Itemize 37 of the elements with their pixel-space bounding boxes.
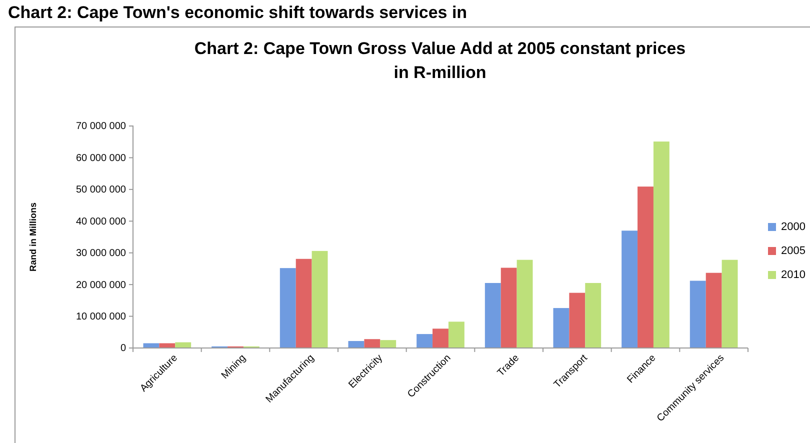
y-tick-label: 40 000 000 bbox=[76, 216, 126, 228]
bar bbox=[380, 340, 396, 348]
bar bbox=[553, 308, 570, 348]
bar bbox=[622, 230, 638, 348]
caption: Chart 2: Cape Town's economic shift towards services in bbox=[8, 3, 468, 22]
bar bbox=[448, 322, 464, 348]
bar bbox=[143, 343, 160, 348]
y-tick-label: 20 000 000 bbox=[76, 280, 126, 291]
bar bbox=[364, 339, 380, 348]
bar bbox=[280, 268, 296, 348]
bar bbox=[296, 258, 312, 348]
bar bbox=[722, 260, 738, 348]
bar bbox=[312, 250, 328, 348]
y-axis-title: Rand in Millions bbox=[28, 202, 38, 272]
bar bbox=[416, 334, 433, 348]
y-tick-label: 10 000 000 bbox=[76, 311, 126, 322]
bar bbox=[569, 292, 586, 348]
bar bbox=[432, 328, 448, 348]
y-tick-label: 30 000 000 bbox=[76, 248, 126, 260]
bar bbox=[500, 268, 517, 348]
chart-title: Chart 2: Cape Town Gross Value Add at 2005 constant prices in R-million bbox=[194, 39, 686, 82]
y-tick-label: 70 000 000 bbox=[76, 121, 126, 132]
bar bbox=[348, 341, 364, 348]
bar bbox=[706, 272, 722, 348]
y-tick-label: 60 000 000 bbox=[76, 152, 126, 164]
legend-label: 2005 bbox=[781, 245, 806, 257]
y-tick-label: 0 bbox=[120, 343, 126, 354]
bar bbox=[585, 282, 602, 348]
bar bbox=[516, 260, 533, 348]
legend-label: 2000 bbox=[781, 221, 806, 233]
bar bbox=[690, 280, 706, 348]
y-tick-label: 50 000 000 bbox=[76, 184, 126, 196]
bar bbox=[638, 186, 654, 348]
legend-label: 2010 bbox=[781, 269, 806, 281]
bar bbox=[484, 282, 501, 348]
bar bbox=[653, 142, 670, 348]
bar bbox=[159, 343, 176, 348]
